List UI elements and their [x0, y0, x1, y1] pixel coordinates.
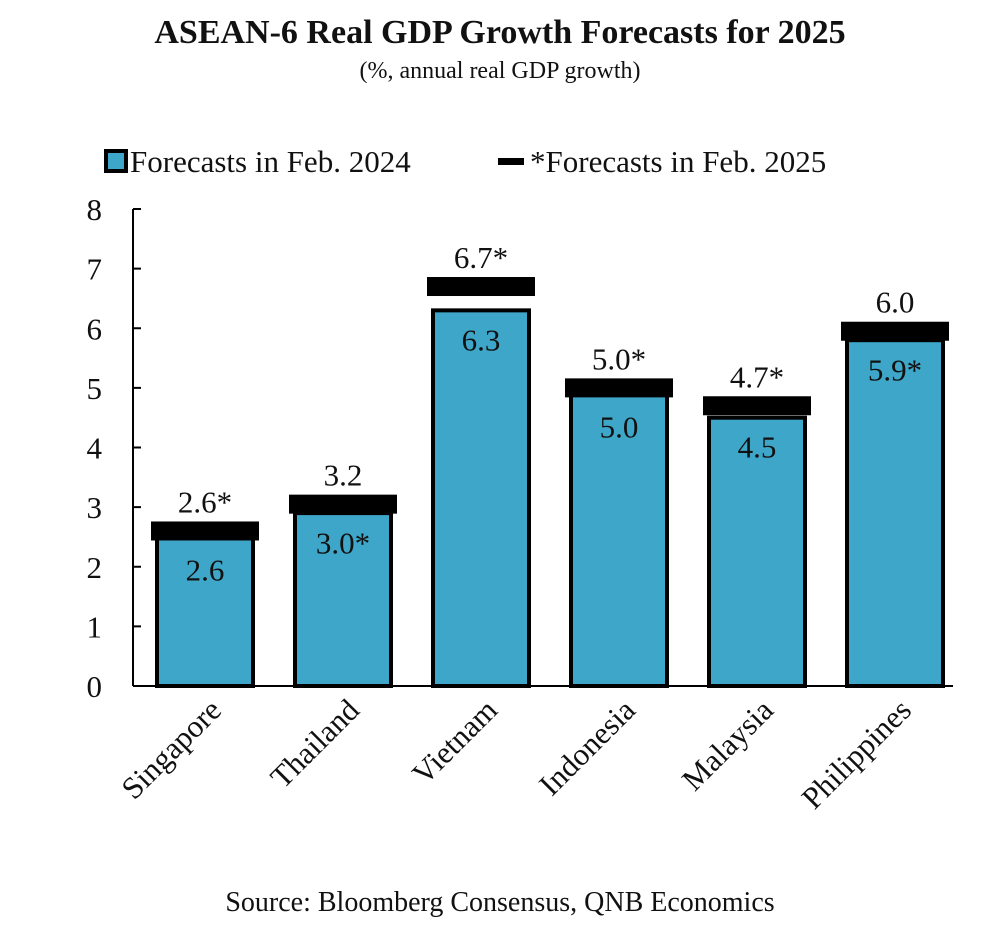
legend-label-2025: *Forecasts in Feb. 2025 [530, 144, 826, 179]
legend: Forecasts in Feb. 2024 *Forecasts in Feb… [104, 144, 826, 179]
y-tick-label: 2 [87, 550, 103, 585]
chart-title: ASEAN-6 Real GDP Growth Forecasts for 20… [154, 14, 846, 51]
marker-singapore [151, 521, 259, 541]
y-tick-label: 6 [87, 311, 103, 346]
bar-thailand [293, 511, 393, 689]
chart-subtitle: (%, annual real GDP growth) [359, 58, 641, 84]
bar-label-singapore: 2.6 [186, 552, 225, 587]
marker-label-malaysia: 4.7* [730, 359, 784, 394]
y-tick-label: 7 [87, 252, 103, 287]
category-label-malaysia: Malaysia [675, 692, 780, 797]
bar-singapore [155, 528, 255, 688]
y-tick-label: 1 [87, 609, 103, 644]
source-note: Source: Bloomberg Consensus, QNB Economi… [225, 887, 775, 918]
marker-label-indonesia: 5.0* [592, 341, 646, 376]
bar-vietnam [431, 308, 531, 688]
y-tick-label: 0 [87, 669, 103, 704]
bar-philippines [845, 338, 945, 688]
category-label-philippines: Philippines [795, 692, 918, 815]
marker-label-vietnam: 6.7* [454, 240, 508, 275]
marker-malaysia [703, 396, 811, 416]
marker-label-thailand: 3.2 [324, 458, 363, 493]
bar-label-thailand: 3.0* [316, 526, 370, 561]
category-label-singapore: Singapore [114, 692, 228, 806]
legend-bar-swatch [104, 149, 128, 173]
category-label-vietnam: Vietnam [405, 692, 504, 791]
bar-label-indonesia: 5.0 [600, 409, 639, 444]
bar-label-philippines: 5.9* [868, 353, 922, 388]
markers [151, 277, 949, 541]
category-label-thailand: Thailand [263, 692, 366, 795]
marker-philippines [841, 321, 949, 341]
marker-indonesia [565, 378, 673, 398]
legend-label-2024: Forecasts in Feb. 2024 [130, 144, 411, 179]
bar-label-malaysia: 4.5 [738, 430, 777, 465]
marker-thailand [289, 494, 397, 514]
y-tick-label: 8 [87, 192, 103, 227]
bars [155, 308, 945, 689]
category-label-indonesia: Indonesia [532, 692, 642, 802]
marker-label-philippines: 6.0 [876, 285, 915, 320]
category-labels: Singapore Thailand Vietnam Indonesia Malaysi… [114, 692, 918, 816]
y-tick-label: 3 [87, 490, 103, 525]
bar-malaysia [707, 415, 807, 688]
axes: 0 1 2 3 4 5 6 7 8 [87, 192, 953, 704]
data-labels: 2.6* 2.6 3.2 3.0* 6.7* 6.3 5.0* 5.0 4.7* 4.5 6.0 5.… [178, 240, 922, 587]
marker-vietnam [427, 277, 535, 297]
legend-marker-swatch [498, 158, 524, 165]
bar-label-vietnam: 6.3 [462, 322, 501, 357]
marker-label-singapore: 2.6* [178, 484, 232, 519]
y-tick-label: 4 [87, 431, 103, 466]
y-tick-label: 5 [87, 371, 103, 406]
